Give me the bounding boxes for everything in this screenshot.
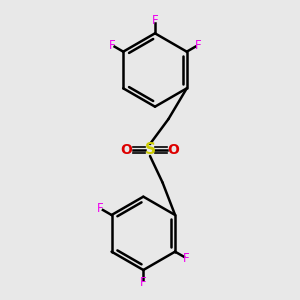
- Text: F: F: [140, 277, 147, 290]
- Text: F: F: [152, 14, 158, 27]
- Text: F: F: [109, 39, 115, 52]
- Text: F: F: [183, 252, 190, 265]
- Text: F: F: [195, 39, 201, 52]
- Text: O: O: [167, 143, 179, 157]
- Text: O: O: [121, 143, 133, 157]
- Text: S: S: [145, 142, 155, 158]
- Text: F: F: [97, 202, 104, 215]
